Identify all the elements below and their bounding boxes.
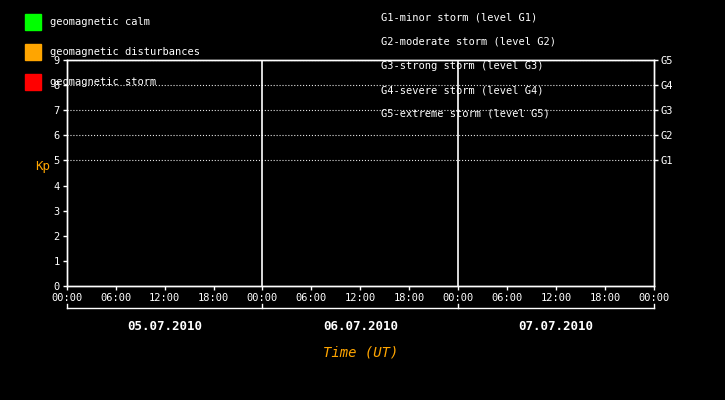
Text: G3-strong storm (level G3): G3-strong storm (level G3) — [381, 61, 543, 71]
Text: Time (UT): Time (UT) — [323, 345, 398, 359]
Text: 05.07.2010: 05.07.2010 — [127, 320, 202, 332]
Text: G2-moderate storm (level G2): G2-moderate storm (level G2) — [381, 37, 555, 47]
Text: 06.07.2010: 06.07.2010 — [323, 320, 398, 332]
Text: geomagnetic storm: geomagnetic storm — [50, 77, 157, 87]
Text: G1-minor storm (level G1): G1-minor storm (level G1) — [381, 13, 537, 23]
Text: geomagnetic disturbances: geomagnetic disturbances — [50, 47, 200, 57]
Text: G4-severe storm (level G4): G4-severe storm (level G4) — [381, 85, 543, 95]
Text: geomagnetic calm: geomagnetic calm — [50, 17, 150, 27]
Y-axis label: Kp: Kp — [35, 160, 50, 173]
Text: G5-extreme storm (level G5): G5-extreme storm (level G5) — [381, 109, 550, 119]
Text: 07.07.2010: 07.07.2010 — [518, 320, 594, 332]
